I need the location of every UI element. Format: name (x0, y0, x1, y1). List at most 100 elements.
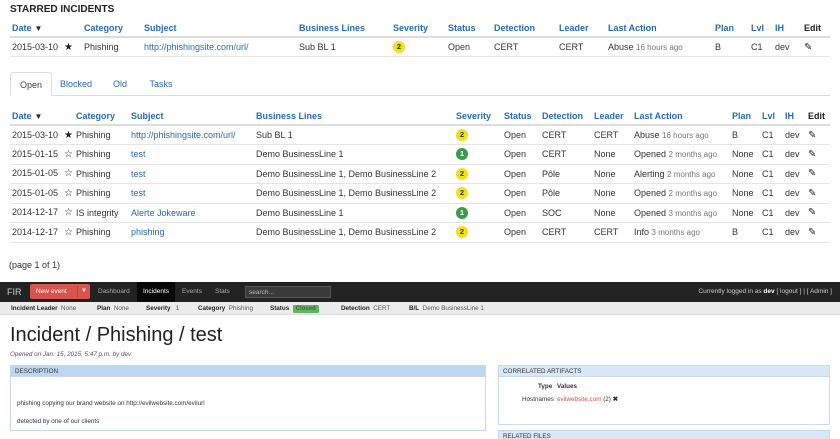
column-header[interactable]: Status (502, 108, 540, 126)
incident-plan: None (732, 188, 754, 199)
column-header[interactable]: Subject (142, 20, 297, 38)
current-user: dev (763, 288, 775, 295)
artifact-link[interactable]: evilwebsite.com (557, 396, 602, 403)
column-header-label: IH (785, 111, 794, 121)
column-header[interactable]: Severity (454, 108, 502, 126)
star-filled-icon[interactable]: ★ (64, 41, 74, 53)
column-header[interactable]: Category (74, 108, 129, 126)
column-header[interactable]: Plan (730, 108, 760, 126)
incident-plan: B (715, 42, 722, 52)
caret-down-icon[interactable]: ▼ (81, 288, 87, 294)
column-header[interactable]: Subject (129, 108, 254, 126)
column-header-label: Status (504, 111, 532, 121)
column-header[interactable]: Last Action (632, 108, 730, 126)
star-filled-icon[interactable]: ★ (64, 129, 74, 141)
new-event-button[interactable]: New event ▼ (30, 284, 90, 299)
starred-incidents-table: Date ▼ Category Subject Business Lines Severi… (10, 20, 830, 57)
incident-subject-link[interactable]: Alerte Jokeware (131, 207, 196, 218)
column-header[interactable]: Detection (540, 108, 592, 126)
nav-stats[interactable]: Stats (215, 288, 230, 295)
incident-lvl-cell: C1 (760, 164, 783, 184)
sort-desc-icon[interactable]: ▼ (34, 24, 43, 33)
pencil-icon[interactable]: ✎ (808, 187, 817, 199)
tab-tasks[interactable]: Tasks (149, 79, 173, 89)
table-row[interactable]: 2014-12-17 ☆ IS integrity Alerte Jokeware De… (10, 203, 830, 223)
star-empty-icon[interactable]: ☆ (64, 187, 74, 199)
incident-lvl: C1 (762, 149, 774, 160)
column-header[interactable]: Leader (557, 20, 606, 38)
pencil-icon[interactable]: ✎ (808, 207, 817, 219)
column-header[interactable]: Category (82, 20, 142, 38)
column-header[interactable]: Business Lines (254, 108, 454, 126)
table-row[interactable]: 2015-03-10 ★ Phishing http://phishingsite.c… (10, 37, 830, 57)
column-header[interactable]: Lvl (760, 108, 783, 126)
column-header[interactable]: Date ▼ (10, 20, 82, 38)
incident-status: Open (504, 188, 527, 199)
incident-subject-link[interactable]: test (131, 188, 146, 199)
pencil-icon[interactable]: ✎ (808, 226, 817, 238)
table-row[interactable]: 2015-03-10 ★ Phishing http://phishingsite.c… (10, 125, 830, 145)
nav-incidents[interactable]: Incidents (137, 282, 176, 302)
pencil-icon[interactable]: ✎ (808, 148, 817, 160)
column-header[interactable]: Status (446, 20, 492, 38)
incident-lvl-cell: C1 (760, 203, 783, 223)
logout-link[interactable]: [ logout ] (776, 288, 802, 295)
table-row[interactable]: 2015-01-05 ☆ Phishing test Demo BusinessLine… (10, 164, 830, 184)
incident-date-cell: 2015-03-10 ★ (10, 37, 82, 57)
column-header[interactable]: Date ▼ (10, 108, 74, 126)
column-header[interactable]: Severity (391, 20, 446, 38)
column-header[interactable]: Detection (492, 20, 557, 38)
table-row[interactable]: 2014-12-17 ☆ Phishing phishing Demo Business… (10, 222, 830, 243)
pencil-icon[interactable]: ✎ (804, 41, 813, 53)
tab-open[interactable]: Open (10, 72, 52, 96)
info-bl: B/L Demo BusinessLine 1 (409, 302, 484, 315)
star-empty-icon[interactable]: ☆ (64, 148, 74, 160)
pencil-icon[interactable]: ✎ (808, 129, 817, 141)
incident-subject-link[interactable]: http://phishingsite.com/url/ (131, 130, 236, 140)
column-header[interactable]: Leader (592, 108, 632, 126)
artifact-count: (2) (603, 396, 611, 403)
nav-events[interactable]: Events (182, 288, 202, 295)
incident-subject-link[interactable]: phishing (131, 227, 165, 238)
incident-subject-link[interactable]: test (131, 149, 146, 160)
brand-logo[interactable]: FIR (7, 287, 22, 297)
column-header[interactable]: Last Action (606, 20, 713, 38)
incident-date-cell: 2014-12-17 ☆ (10, 203, 74, 223)
table-row[interactable]: 2015-01-05 ☆ Phishing test Demo BusinessLine… (10, 183, 830, 204)
incident-status-cell: Open (502, 183, 540, 204)
nav-dashboard[interactable]: Dashboard (98, 288, 130, 295)
sort-desc-icon[interactable]: ▼ (34, 112, 43, 121)
table-row[interactable]: 2015-01-15 ☆ Phishing test Demo BusinessLine… (10, 144, 830, 165)
incident-subject-link-cell: test (129, 144, 254, 165)
pencil-icon[interactable]: ✎ (808, 168, 817, 180)
incident-severity-cell: 2 (391, 37, 446, 57)
incident-business-lines-cell: Demo BusinessLine 1, Demo BusinessLine 2 (254, 183, 454, 204)
column-header[interactable]: IH (783, 108, 806, 126)
admin-link[interactable]: [ Admin ] (806, 288, 832, 295)
incident-info-bar: Incident Leader None Plan None Severity … (0, 302, 840, 315)
incident-last-action-cell: Opened 2 months ago (632, 144, 730, 165)
tab-old[interactable]: Old (112, 79, 127, 89)
incident-category: Phishing (76, 130, 111, 140)
incident-plan: None (732, 168, 754, 179)
star-empty-icon[interactable]: ☆ (64, 226, 74, 238)
column-header[interactable]: Plan (713, 20, 749, 38)
column-header[interactable]: Lvl (749, 20, 773, 38)
search-input[interactable] (245, 286, 331, 298)
tab-blocked[interactable]: Blocked (59, 79, 93, 89)
incident-subject-link[interactable]: test (131, 168, 146, 179)
column-header[interactable]: Edit (802, 20, 830, 38)
remove-icon[interactable]: ✖ (612, 396, 618, 403)
info-plan-label: Plan (97, 305, 111, 312)
incident-business-lines-cell: Sub BL 1 (254, 125, 454, 145)
column-header-label: Severity (393, 23, 429, 33)
incident-category-cell: Phishing (74, 222, 129, 243)
incident-subject-link[interactable]: http://phishingsite.com/url/ (144, 42, 249, 52)
incident-business-lines-cell: Demo BusinessLine 1 (254, 203, 454, 223)
star-empty-icon[interactable]: ☆ (64, 168, 74, 180)
star-empty-icon[interactable]: ☆ (64, 207, 74, 219)
column-header[interactable]: Business Lines (297, 20, 391, 38)
column-header[interactable]: IH (773, 20, 802, 38)
incident-plan: B (732, 227, 739, 238)
column-header[interactable]: Edit (806, 108, 830, 126)
